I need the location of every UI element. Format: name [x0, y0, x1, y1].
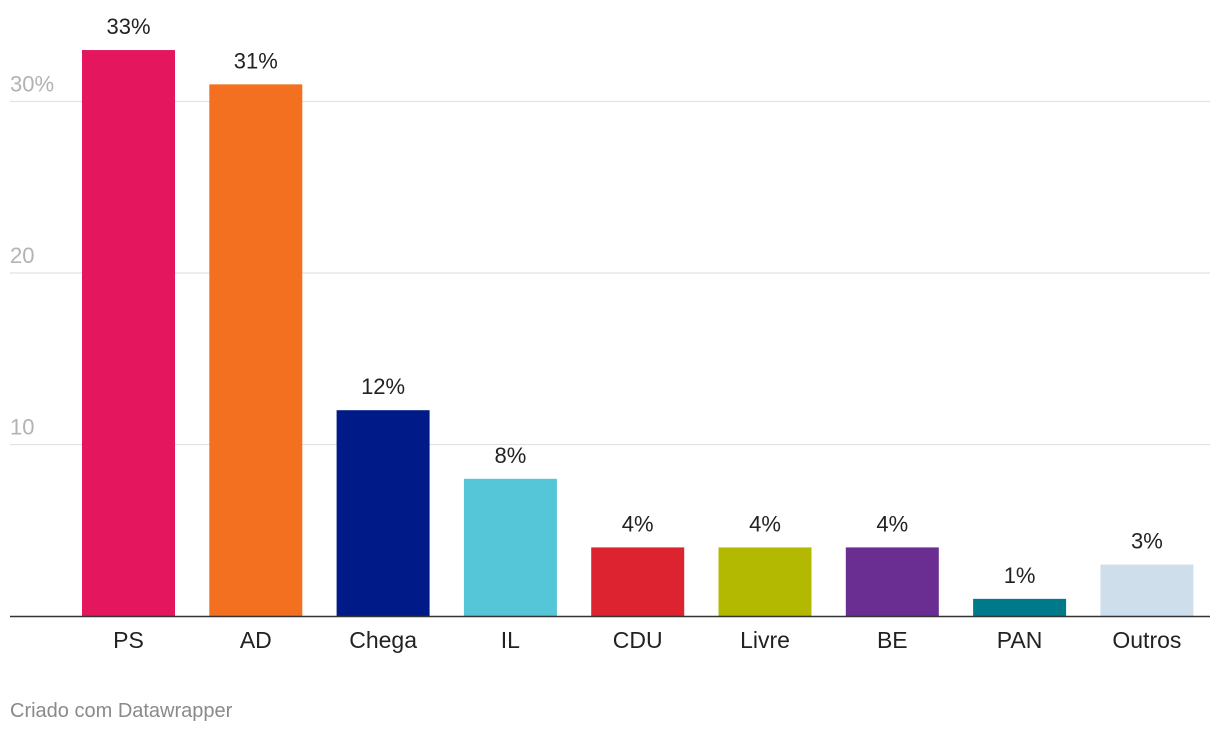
gridlines [10, 100, 1210, 446]
value-label-ps: 33% [106, 14, 150, 39]
bar-be [845, 547, 939, 616]
category-label-il: IL [501, 627, 520, 653]
bar-il [463, 478, 557, 616]
y-tick-label-20: 20 [10, 243, 34, 268]
labels: 10 20 30% 33% PS 31% AD 12% Chega 8% IL 4% CDU 4% Livr… [10, 14, 1181, 653]
category-label-livre: Livre [740, 627, 790, 653]
y-tick-label-30: 30% [10, 72, 54, 97]
value-label-outros: 3% [1131, 529, 1163, 554]
category-label-ad: AD [240, 627, 272, 653]
value-label-chega: 12% [361, 374, 405, 399]
bar-pan [973, 598, 1067, 616]
bar-ad [209, 84, 303, 617]
bar-ps [82, 50, 175, 617]
bar-cdu [591, 547, 685, 616]
value-label-ad: 31% [234, 48, 278, 73]
category-label-ps: PS [113, 627, 144, 653]
bar-chega [336, 410, 430, 616]
datawrapper-credit: Criado com Datawrapper [10, 700, 233, 722]
category-label-chega: Chega [349, 627, 417, 653]
value-label-livre: 4% [749, 511, 781, 536]
category-label-outros: Outros [1112, 627, 1181, 653]
bar-outros [1100, 564, 1194, 616]
value-label-pan: 1% [1004, 563, 1036, 588]
bar-livre [718, 547, 812, 616]
value-label-be: 4% [876, 511, 908, 536]
value-label-il: 8% [495, 443, 527, 468]
y-tick-label-10: 10 [10, 415, 34, 440]
category-label-pan: PAN [997, 627, 1043, 653]
value-label-cdu: 4% [622, 511, 654, 536]
category-label-be: BE [877, 627, 908, 653]
bars [82, 50, 1194, 617]
category-label-cdu: CDU [613, 627, 663, 653]
